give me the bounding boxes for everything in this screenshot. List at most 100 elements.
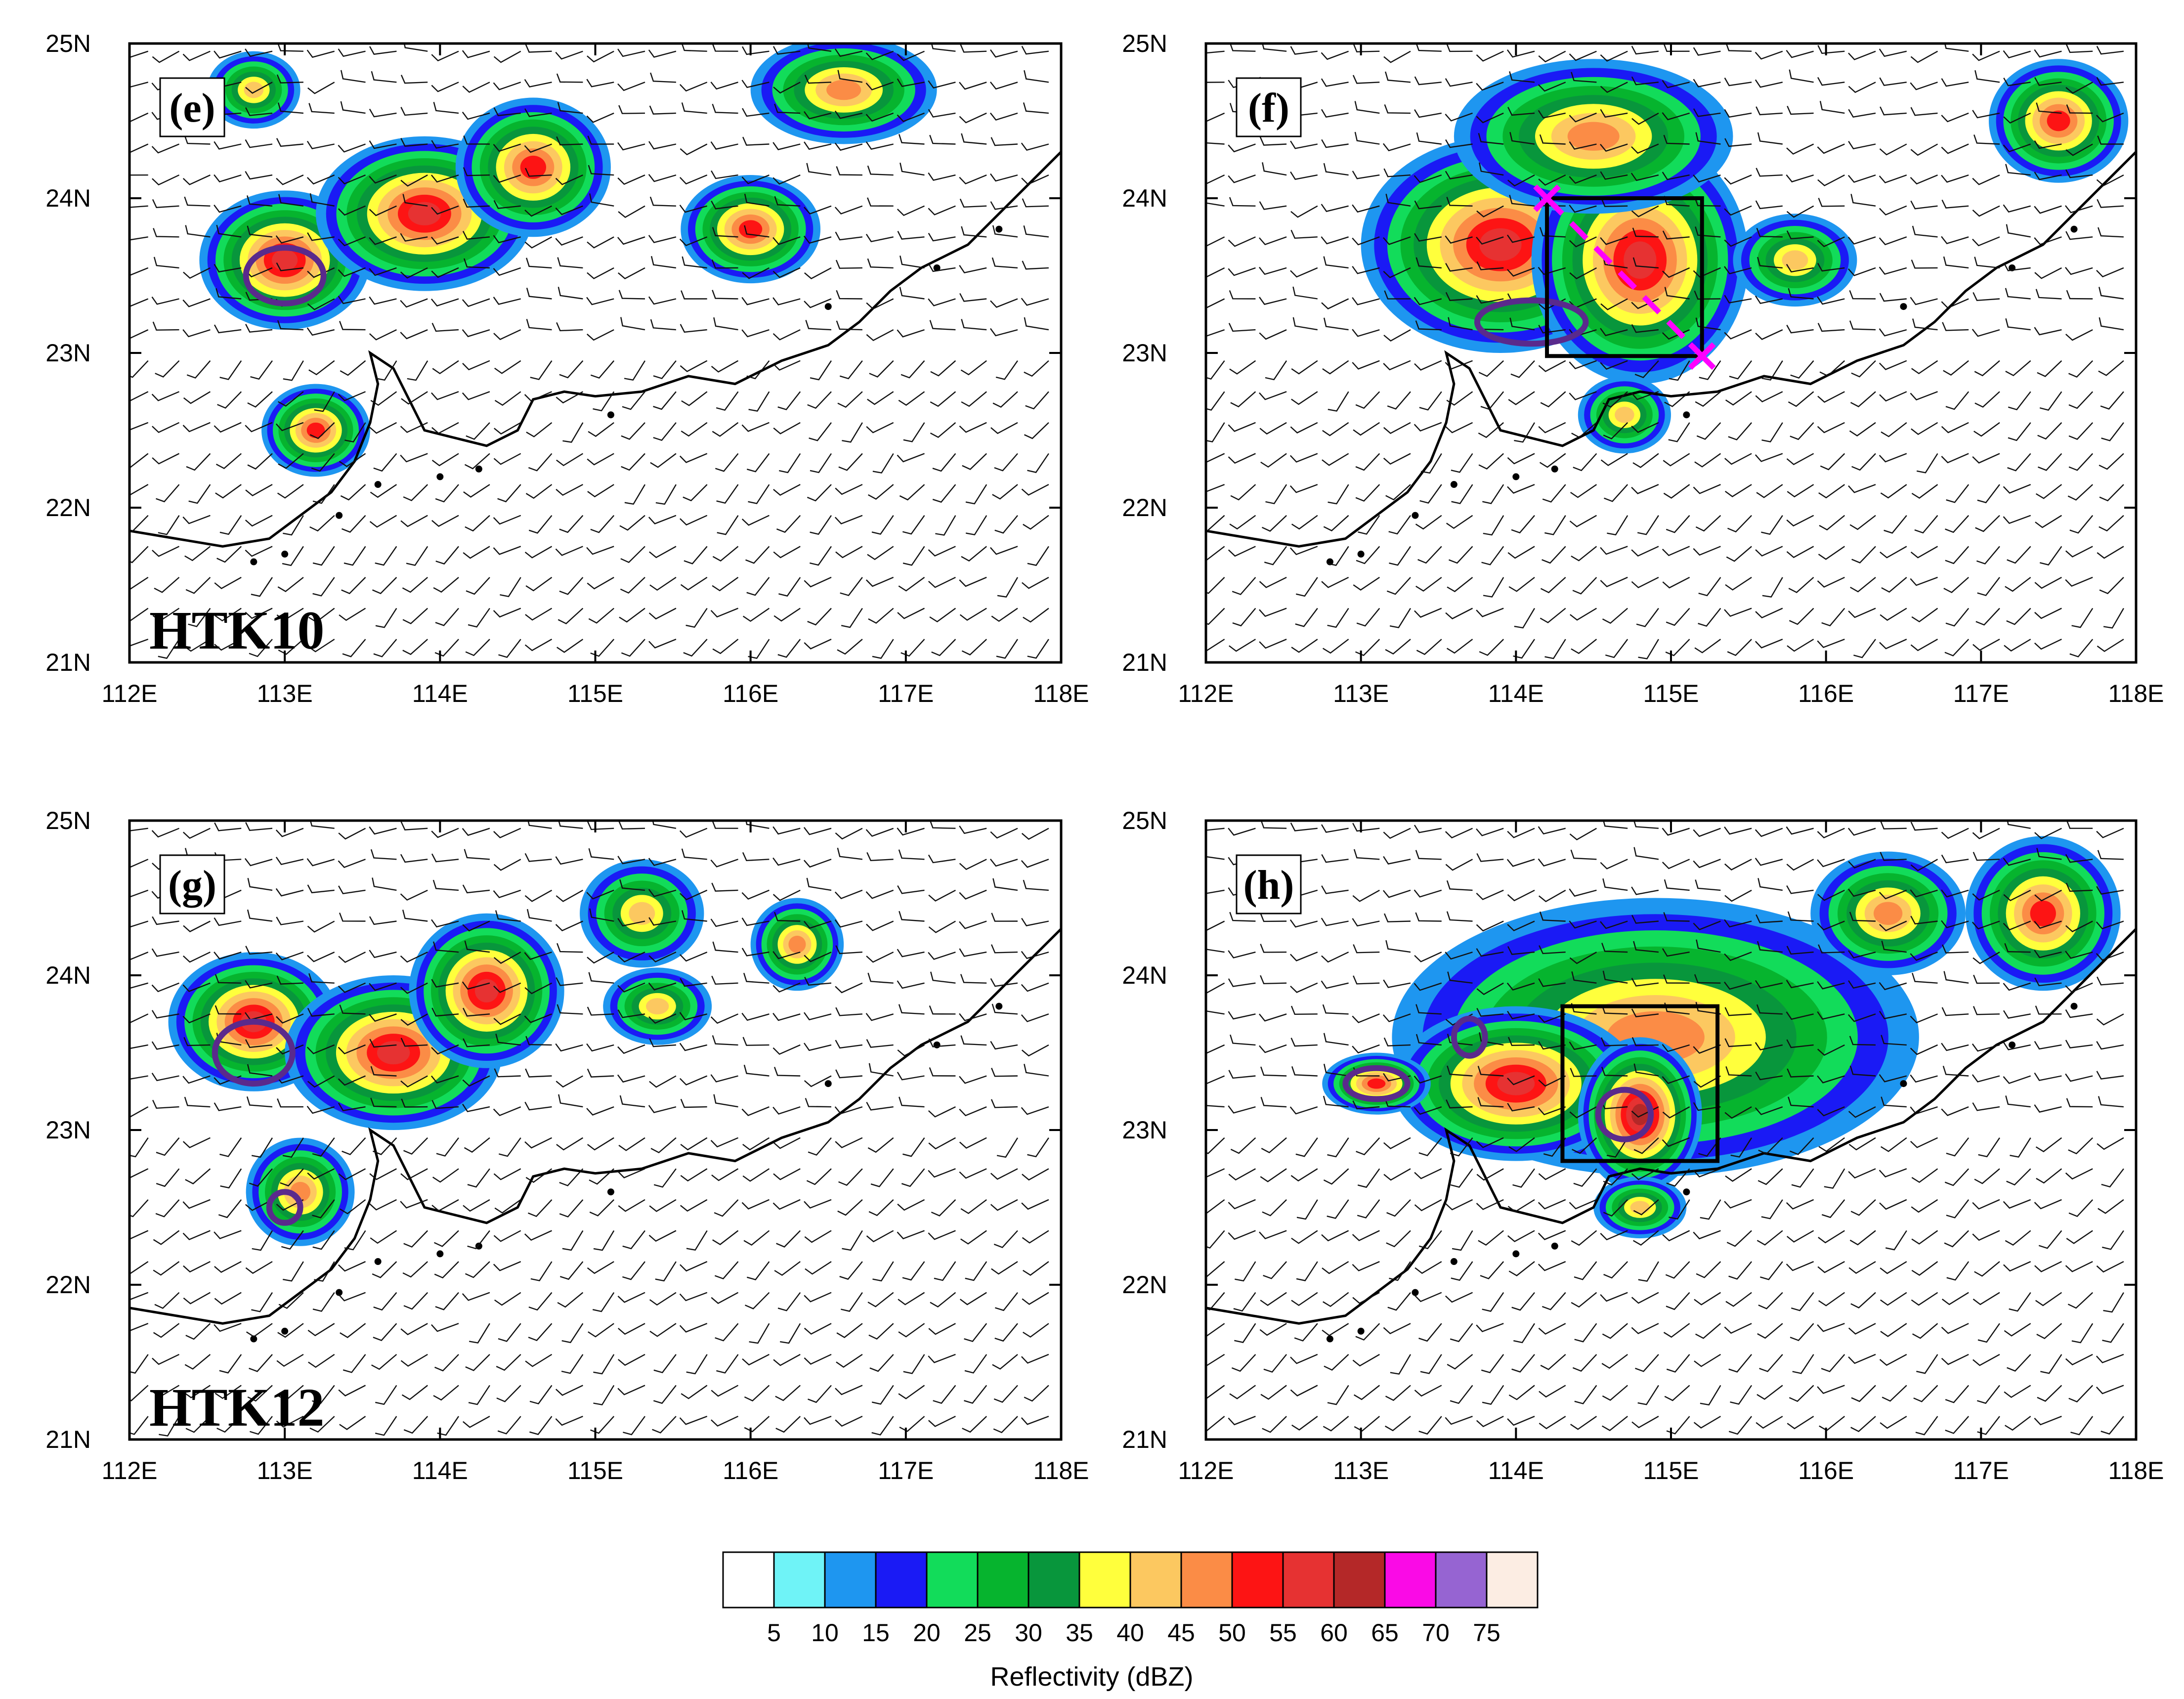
wind-barb: [1260, 944, 1287, 953]
wind-barb: [1786, 1011, 1814, 1020]
wind-barb: [1228, 1230, 1256, 1240]
wind-barb: [867, 391, 894, 405]
colorbar-tick-label: 40: [1116, 1619, 1144, 1647]
wind-barb: [431, 205, 459, 215]
wind-barb: [679, 453, 708, 463]
lon-tick-label: 118E: [1033, 680, 1089, 707]
reflectivity-cell: [1810, 851, 1966, 976]
lon-tick-label: 117E: [1953, 1457, 2009, 1484]
wind-barb: [1352, 297, 1380, 305]
lon-tick-label: 114E: [412, 1457, 468, 1484]
wind-barb: [1539, 227, 1566, 238]
wind-barb: [1821, 1199, 1845, 1219]
wind-barb: [369, 236, 397, 245]
wind-barb: [1021, 1044, 1049, 1057]
wind-barb: [343, 1354, 366, 1373]
wind-barb: [1510, 360, 1535, 378]
wind-barb: [1296, 1199, 1318, 1220]
wind-barb: [1385, 639, 1411, 655]
wind-barb: [129, 422, 149, 431]
island: [374, 481, 382, 488]
wind-barb: [1941, 112, 1969, 123]
wind-barb: [772, 1199, 801, 1210]
wind-barb: [1260, 1292, 1287, 1306]
wind-barb: [528, 453, 553, 472]
wind-barb: [340, 484, 366, 501]
panel-label: (e): [169, 85, 215, 131]
wind-barb: [961, 319, 987, 331]
lon-tick-label: 115E: [567, 680, 623, 707]
wind-barb: [775, 1385, 801, 1401]
wind-barb: [183, 1261, 211, 1273]
wind-barb: [1632, 453, 1659, 468]
wind-barb: [653, 1354, 677, 1373]
wind-barb: [807, 484, 832, 502]
wind-barb: [1849, 422, 1876, 436]
wind-barb: [1206, 329, 1225, 337]
wind-barb: [680, 889, 708, 901]
wind-barb: [1321, 139, 1349, 148]
wind-barb: [1483, 515, 1504, 536]
wind-barb: [401, 1385, 428, 1400]
wind-barb: [1824, 1168, 1845, 1189]
wind-barb: [493, 297, 521, 305]
wind-barb: [1879, 205, 1907, 216]
wind-barb: [804, 111, 832, 120]
lat-tick-label: 23N: [45, 1116, 91, 1144]
wind-barb: [741, 515, 770, 526]
wind-barb: [312, 1292, 335, 1312]
wind-barb: [1637, 515, 1659, 535]
wind-barb: [648, 174, 677, 182]
wind-barb: [129, 1354, 149, 1374]
wind-barb: [1880, 608, 1907, 621]
wind-barb: [1323, 163, 1349, 176]
wind-barb: [431, 1007, 459, 1017]
wind-barb: [2040, 546, 2062, 566]
wind-barb: [1817, 920, 1845, 931]
wind-barb: [1507, 546, 1535, 559]
wind-barb: [1724, 453, 1752, 465]
wind-barb: [777, 1292, 801, 1311]
wind-barb: [1445, 1415, 1473, 1425]
wind-barb: [276, 608, 304, 621]
lat-tick-label: 23N: [45, 339, 91, 367]
wind-barb: [1291, 360, 1318, 375]
wind-barb: [1538, 360, 1566, 372]
wind-barb: [1027, 546, 1049, 566]
coastline: [129, 928, 1061, 1325]
wind-barb: [588, 972, 614, 984]
wind-barb: [1974, 1168, 2000, 1184]
lon-tick-label: 112E: [1178, 1457, 1234, 1484]
wind-barb: [1941, 1106, 1969, 1116]
wind-barb: [868, 1199, 894, 1217]
wind-barb: [282, 546, 304, 566]
wind-barb: [524, 143, 552, 153]
wind-barb: [152, 608, 180, 622]
wind-barb: [369, 515, 397, 528]
wind-barb: [1206, 298, 1225, 309]
wind-barb: [2065, 854, 2093, 863]
wind-barb: [869, 360, 894, 378]
wind-barb: [278, 1292, 304, 1309]
wind-barb: [959, 174, 987, 185]
wind-barb: [216, 1416, 242, 1433]
wind-barb: [1569, 1041, 1597, 1050]
wind-barb: [306, 1105, 335, 1114]
wind-barb: [2034, 1104, 2062, 1113]
wind-barb: [1352, 1230, 1380, 1241]
lat-tick-label: 25N: [1122, 807, 1167, 834]
wind-barb: [1665, 1261, 1690, 1279]
reflectivity-cell: [455, 97, 611, 237]
wind-barb: [182, 952, 211, 963]
wind-barb: [278, 639, 304, 655]
wind-barb: [990, 1199, 1018, 1211]
wind-barb: [2096, 174, 2124, 186]
wind-barb: [1817, 576, 1845, 588]
wind-barb: [1354, 101, 1380, 114]
wind-barb: [648, 608, 677, 620]
wind-barb: [1786, 205, 1814, 218]
reflectivity-level-40: [1615, 406, 1634, 423]
wind-barb: [1600, 360, 1628, 370]
lon-tick-label: 114E: [1488, 1457, 1544, 1484]
wind-barb: [1724, 1199, 1752, 1209]
